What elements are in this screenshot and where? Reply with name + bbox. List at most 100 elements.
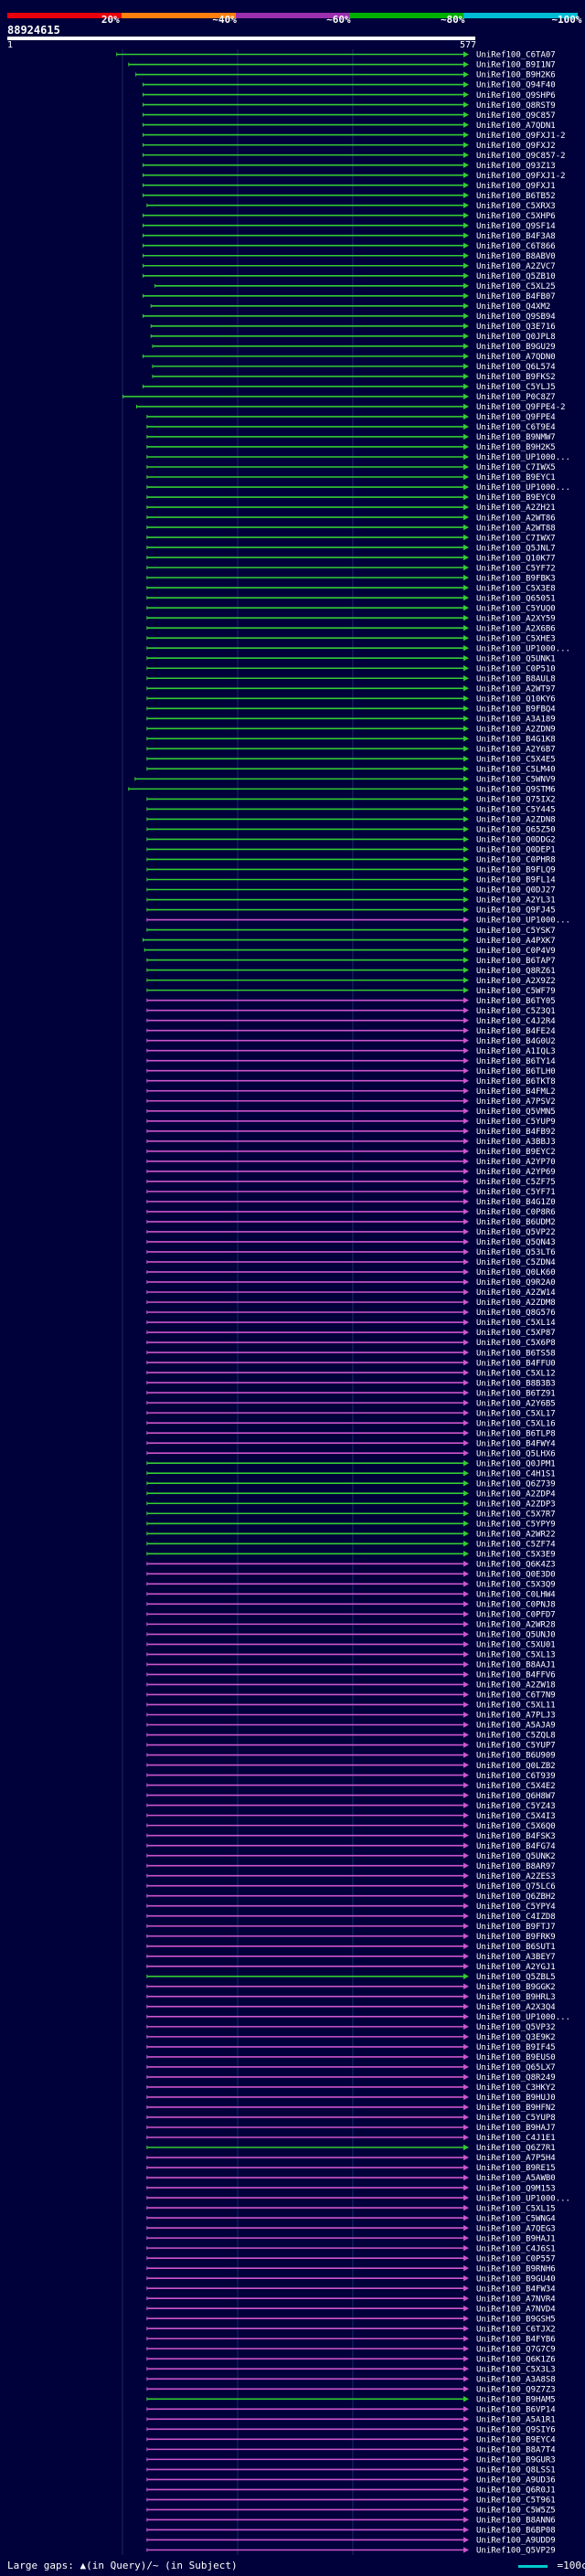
hit-label[interactable]: UniRef100_B4FW34 [476,2284,556,2294]
hit-label[interactable]: UniRef100_Q0DJ27 [476,886,556,896]
hit-label[interactable]: UniRef100_Q9FPE4-2 [476,403,566,412]
hit-label[interactable]: UniRef100_A5AWB0 [476,2174,556,2183]
hit-label[interactable]: UniRef100_C5X6Q0 [476,1822,556,1831]
hit-label[interactable]: UniRef100_B4G0U2 [476,1037,556,1046]
hit-label[interactable]: UniRef100_C4IZD8 [476,1913,556,1922]
hit-label[interactable]: UniRef100_B9HAJ7 [476,2124,556,2133]
hit-label[interactable]: UniRef100_A9UD36 [476,2476,556,2486]
hit-label[interactable]: UniRef100_C5X7R7 [476,1510,556,1519]
hit-label[interactable]: UniRef100_B6TB52 [476,192,556,201]
hit-label[interactable]: UniRef100_C5XL12 [476,1369,556,1378]
hit-label[interactable]: UniRef100_C0LHW4 [476,1591,556,1600]
hit-label[interactable]: UniRef100_C0PHR8 [476,856,556,865]
hit-label[interactable]: UniRef100_Q75IX2 [476,796,556,805]
hit-label[interactable]: UniRef100_C5XL14 [476,1319,556,1328]
hit-label[interactable]: UniRef100_Q9Z7Z3 [476,2386,556,2395]
hit-label[interactable]: UniRef100_C7IWX5 [476,463,556,472]
hit-label[interactable]: UniRef100_A2YP70 [476,1158,556,1167]
hit-label[interactable]: UniRef100_Q6K1Z6 [476,2355,556,2364]
hit-label[interactable]: UniRef100_C6T939 [476,1772,556,1781]
hit-label[interactable]: UniRef100_C5W5Z5 [476,2507,556,2516]
hit-label[interactable]: UniRef100_C5XL16 [476,1419,556,1428]
hit-label[interactable]: UniRef100_A2X6B6 [476,624,556,633]
hit-label[interactable]: UniRef100_C5X6P8 [476,1339,556,1348]
hit-label[interactable]: UniRef100_A1IQL3 [476,1047,556,1056]
hit-label[interactable]: UniRef100_Q7G7C9 [476,2345,556,2354]
hit-label[interactable]: UniRef100_C5X3Q9 [476,1581,556,1590]
hit-label[interactable]: UniRef100_C6T9E4 [476,423,556,432]
hit-label[interactable]: UniRef100_B6TLP8 [476,1429,556,1438]
hit-label[interactable]: UniRef100_A7NVR4 [476,2295,556,2304]
hit-label[interactable]: UniRef100_C5YUQ0 [476,604,556,613]
hit-label[interactable]: UniRef100_B4FB07 [476,292,556,302]
hit-label[interactable]: UniRef100_C4J6S1 [476,2244,556,2253]
hit-label[interactable]: UniRef100_B4FE24 [476,1027,556,1036]
hit-label[interactable]: UniRef100_B9HAM5 [476,2396,556,2405]
hit-label[interactable]: UniRef100_C5XRX3 [476,202,556,211]
hit-label[interactable]: UniRef100_C5X4I3 [476,1812,556,1821]
hit-label[interactable]: UniRef100_C0P4V9 [476,947,556,956]
hit-label[interactable]: UniRef100_B8A7T4 [476,2446,556,2455]
hit-label[interactable]: UniRef100_A7QEG3 [476,2224,556,2233]
hit-label[interactable]: UniRef100_Q6ZBH2 [476,1892,556,1902]
hit-label[interactable]: UniRef100_B9GU40 [476,2274,556,2284]
hit-label[interactable]: UniRef100_C5WF79 [476,987,556,996]
hit-label[interactable]: UniRef100_Q65051 [476,594,556,603]
hit-label[interactable]: UniRef100_B4G1K8 [476,736,556,745]
hit-label[interactable]: UniRef100_B8B3B3 [476,1379,556,1388]
hit-label[interactable]: UniRef100_Q75LC6 [476,1882,556,1892]
hit-label[interactable]: UniRef100_C5XHE3 [476,634,556,643]
hit-label[interactable]: UniRef100_B4FB92 [476,1128,556,1137]
hit-label[interactable]: UniRef100_Q65Z50 [476,826,556,835]
hit-label[interactable]: UniRef100_C5X3E8 [476,584,556,593]
hit-label[interactable]: UniRef100_B9FL14 [476,876,556,885]
hit-label[interactable]: UniRef100_B6TS58 [476,1349,556,1358]
hit-label[interactable]: UniRef100_B6BP08 [476,2527,556,2536]
hit-label[interactable]: UniRef100_Q10KY6 [476,694,556,704]
hit-label[interactable]: UniRef100_UP1000... [476,917,570,926]
hit-label[interactable]: UniRef100_C5YF72 [476,564,556,573]
hit-label[interactable]: UniRef100_C0P510 [476,664,556,673]
hit-label[interactable]: UniRef100_Q65LX7 [476,2063,556,2072]
hit-label[interactable]: UniRef100_Q4XM2 [476,302,550,312]
hit-label[interactable]: UniRef100_B4FML2 [476,1087,556,1097]
hit-label[interactable]: UniRef100_B9IF45 [476,2043,556,2052]
hit-label[interactable]: UniRef100_B9EUS0 [476,2053,556,2062]
hit-label[interactable]: UniRef100_Q0E3D0 [476,1571,556,1580]
hit-label[interactable]: UniRef100_B6VP14 [476,2406,556,2415]
hit-label[interactable]: UniRef100_C5T961 [476,2496,556,2506]
hit-label[interactable]: UniRef100_B9GU29 [476,343,556,352]
hit-label[interactable]: UniRef100_C6T7N9 [476,1691,556,1701]
hit-label[interactable]: UniRef100_Q9FXJ2 [476,142,556,151]
hit-label[interactable]: UniRef100_C5YF71 [476,1188,556,1197]
hit-label[interactable]: UniRef100_Q6L574 [476,363,556,372]
hit-label[interactable]: UniRef100_C5LM40 [476,766,556,775]
hit-label[interactable]: UniRef100_A2X3Q4 [476,2003,556,2012]
hit-label[interactable]: UniRef100_C5XL13 [476,1651,556,1660]
hit-label[interactable]: UniRef100_C5YUP8 [476,2114,556,2123]
hit-label[interactable]: UniRef100_Q0DDG2 [476,836,556,845]
hit-label[interactable]: UniRef100_Q0LK60 [476,1268,556,1277]
hit-label[interactable]: UniRef100_A2ZDN8 [476,816,556,825]
hit-label[interactable]: UniRef100_C5X3E9 [476,1551,556,1560]
hit-label[interactable]: UniRef100_A2XY59 [476,614,556,623]
hit-label[interactable]: UniRef100_B4FYB6 [476,2335,556,2344]
hit-label[interactable]: UniRef100_C6T866 [476,242,556,251]
hit-label[interactable]: UniRef100_A7NVD4 [476,2305,556,2314]
hit-label[interactable]: UniRef100_B9H2K6 [476,71,556,80]
hit-label[interactable]: UniRef100_Q9SB94 [476,313,556,322]
hit-label[interactable]: UniRef100_Q8G576 [476,1309,556,1318]
hit-label[interactable]: UniRef100_B6TAP7 [476,957,556,966]
hit-label[interactable]: UniRef100_Q6R0J1 [476,2486,556,2496]
hit-label[interactable]: UniRef100_B6TKT8 [476,1077,556,1087]
hit-label[interactable]: UniRef100_A2WT97 [476,684,556,694]
hit-label[interactable]: UniRef100_Q5VP29 [476,2547,556,2556]
hit-label[interactable]: UniRef100_B9FBK3 [476,574,556,583]
hit-label[interactable]: UniRef100_C5YUP7 [476,1742,556,1751]
hit-label[interactable]: UniRef100_Q9C857 [476,111,556,121]
hit-label[interactable]: UniRef100_A7P5H4 [476,2154,556,2163]
hit-label[interactable]: UniRef100_Q3E716 [476,323,556,332]
hit-label[interactable]: UniRef100_UP1000... [476,2194,570,2203]
hit-label[interactable]: UniRef100_B9NMW7 [476,433,556,442]
hit-label[interactable]: UniRef100_Q8RZ61 [476,967,556,976]
